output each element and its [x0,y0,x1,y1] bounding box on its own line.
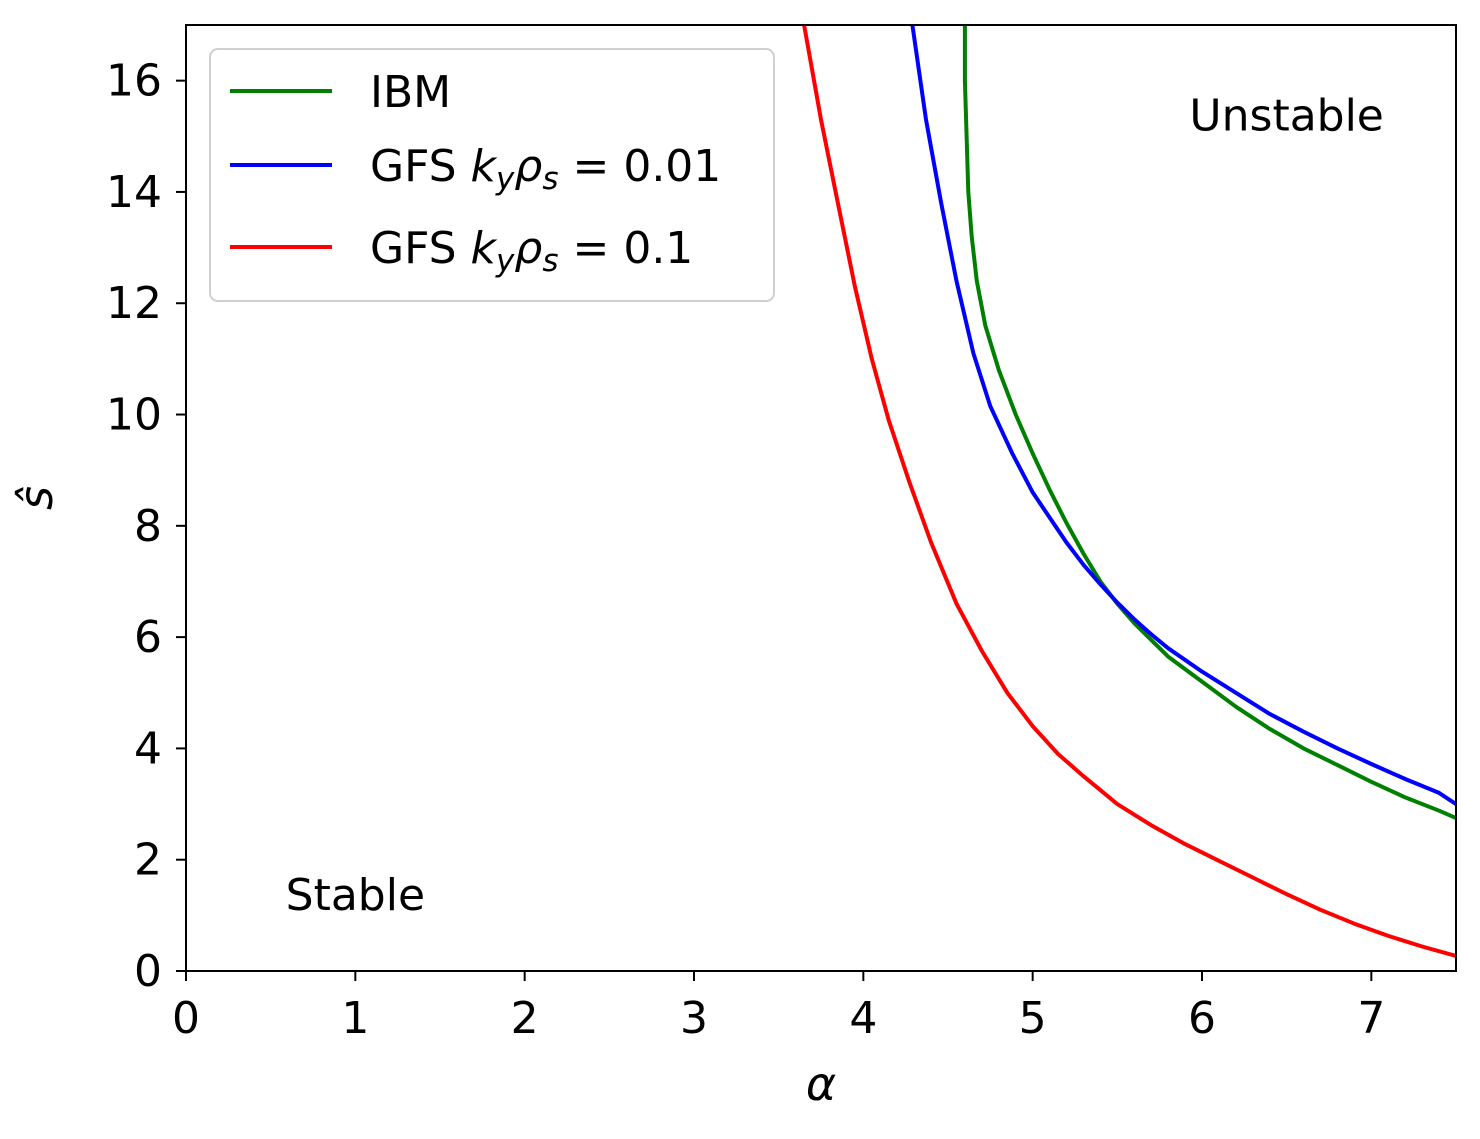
legend-entry-gfs-01: GFS kyρs = 0.1 [370,223,693,279]
y-tick-label: 0 [134,946,162,997]
y-tick-label: 6 [134,612,162,663]
annotation-unstable: Unstable [1189,91,1383,142]
x-tick-label: 4 [849,993,877,1044]
legend-box [209,48,775,302]
legend-entry-ibm: IBM [370,67,451,118]
x-tick-label: 3 [680,993,708,1044]
y-tick-label: 16 [106,56,162,107]
series-line-2 [802,25,1456,958]
y-axis-label: ŝ [9,486,63,510]
annotation-stable: Stable [286,870,425,921]
y-tick-label: 4 [134,723,162,774]
series-line-0 [962,25,1456,820]
x-tick-label: 0 [172,993,200,1044]
y-tick-label: 8 [134,501,162,552]
y-tick-label: 14 [106,167,162,218]
y-tick-label: 2 [134,835,162,886]
x-tick-label: 7 [1357,993,1385,1044]
y-tick-label: 10 [106,390,162,441]
x-axis-label: α [806,1057,836,1111]
series-line-1 [910,25,1456,806]
x-tick-label: 1 [341,993,369,1044]
x-tick-label: 6 [1188,993,1216,1044]
y-tick-label: 12 [106,278,162,329]
plot-frame [185,24,1457,972]
x-tick-label: 2 [511,993,539,1044]
series-lines [802,25,1456,958]
legend-entry-gfs-001: GFS kyρs = 0.01 [370,141,721,197]
x-tick-label: 5 [1019,993,1047,1044]
legend: IBM GFS kyρs = 0.01 GFS kyρs = 0.1 [209,48,775,302]
